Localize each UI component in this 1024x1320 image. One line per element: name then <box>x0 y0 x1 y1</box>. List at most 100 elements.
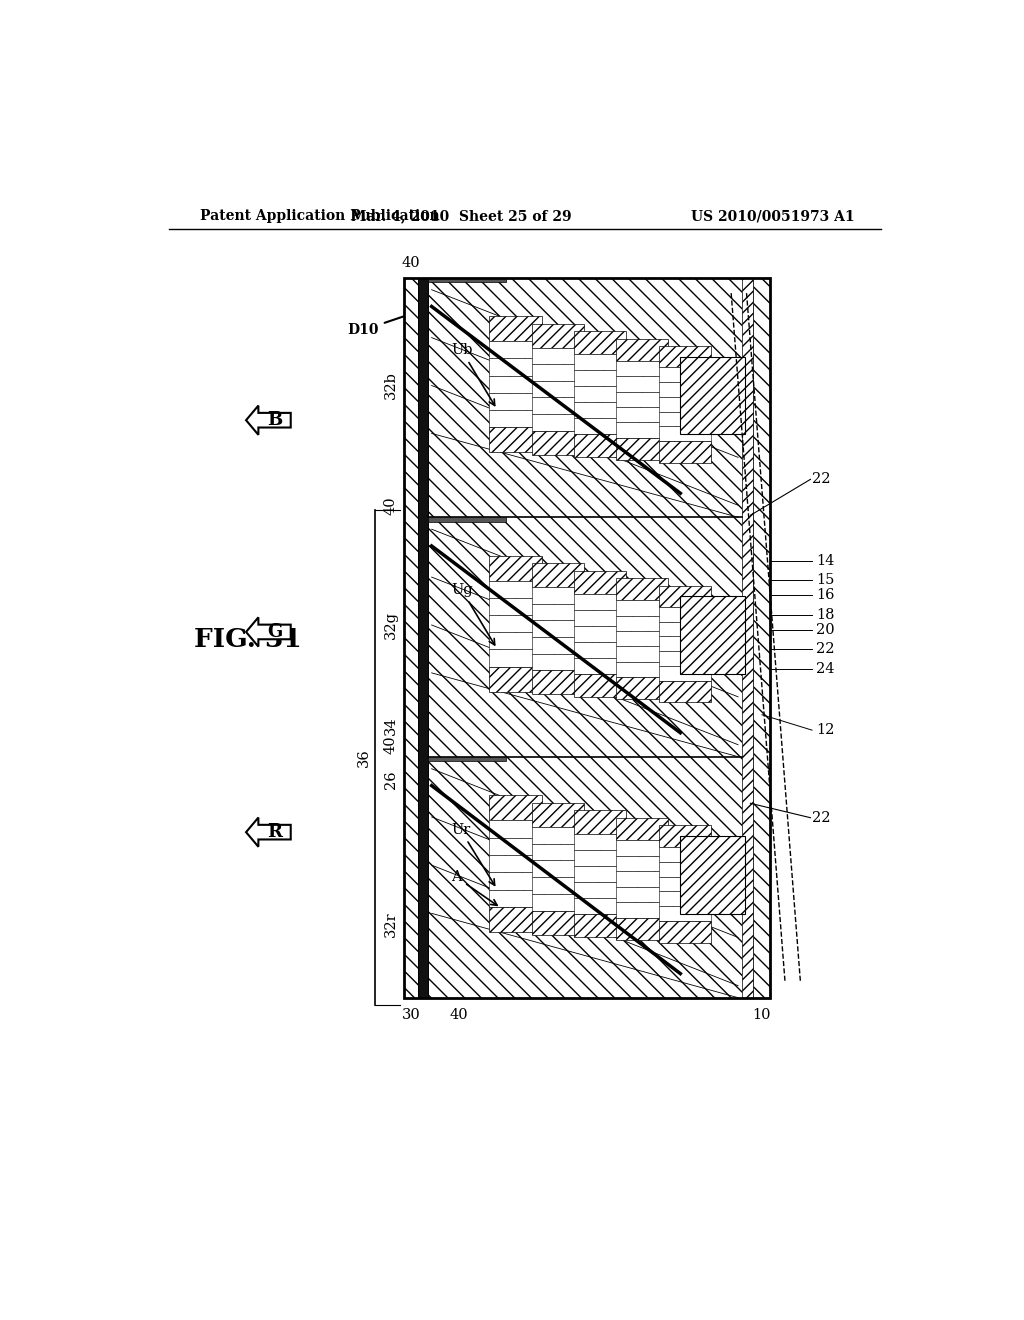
Polygon shape <box>246 817 291 847</box>
Polygon shape <box>246 405 291 434</box>
Text: 18: 18 <box>816 607 835 622</box>
Text: 40: 40 <box>384 735 397 755</box>
Bar <box>489 428 542 453</box>
Text: 22: 22 <box>812 473 830 486</box>
Bar <box>489 315 542 341</box>
Text: FIG. 31: FIG. 31 <box>194 627 301 652</box>
Bar <box>531 894 584 911</box>
Text: US 2010/0051973 A1: US 2010/0051973 A1 <box>691 209 854 223</box>
Bar <box>616 338 669 360</box>
Bar <box>531 861 584 878</box>
Text: 34: 34 <box>384 717 397 735</box>
Bar <box>428 277 506 282</box>
Text: B: B <box>267 412 283 429</box>
Bar <box>531 587 584 603</box>
Bar <box>573 915 626 937</box>
Bar <box>489 907 542 932</box>
Bar <box>531 803 584 828</box>
Text: 40: 40 <box>450 1008 468 1023</box>
Bar <box>658 622 711 636</box>
Text: R: R <box>267 824 282 841</box>
Bar <box>489 855 542 873</box>
Bar <box>489 821 542 838</box>
Bar <box>418 277 428 998</box>
Bar <box>616 661 669 677</box>
Bar <box>531 843 584 861</box>
Bar <box>616 917 669 940</box>
Bar <box>531 653 584 671</box>
Bar <box>742 277 753 998</box>
Bar <box>573 834 626 850</box>
Bar <box>658 847 711 862</box>
Bar <box>658 636 711 651</box>
Bar <box>531 878 584 894</box>
Bar <box>428 756 506 762</box>
Bar <box>531 620 584 638</box>
Bar <box>658 607 711 622</box>
Bar <box>616 631 669 647</box>
Bar <box>616 818 669 841</box>
Bar <box>573 387 626 403</box>
Bar <box>616 902 669 917</box>
Bar <box>658 367 711 383</box>
Bar <box>531 828 584 843</box>
Text: Mar. 4, 2010  Sheet 25 of 29: Mar. 4, 2010 Sheet 25 of 29 <box>351 209 572 223</box>
Bar <box>489 632 542 649</box>
Text: 15: 15 <box>816 573 835 587</box>
Bar <box>489 890 542 907</box>
Bar <box>489 615 542 632</box>
Bar <box>573 354 626 370</box>
Bar <box>616 392 669 407</box>
Bar <box>573 882 626 898</box>
Bar <box>658 346 711 367</box>
Text: 20: 20 <box>816 623 835 638</box>
Bar <box>489 838 542 855</box>
Text: Ug: Ug <box>451 583 495 645</box>
Text: 16: 16 <box>816 589 835 602</box>
Bar <box>616 887 669 902</box>
Bar <box>489 598 542 615</box>
Bar <box>573 370 626 387</box>
Bar <box>531 430 584 455</box>
Bar <box>489 649 542 667</box>
Bar <box>573 626 626 642</box>
Bar <box>616 601 669 615</box>
Bar <box>573 418 626 434</box>
Bar <box>658 862 711 876</box>
Bar <box>573 673 626 697</box>
Bar <box>531 347 584 364</box>
Bar <box>428 517 506 521</box>
Bar <box>489 341 542 358</box>
Bar <box>573 403 626 418</box>
Bar <box>658 651 711 665</box>
Bar <box>531 671 584 694</box>
Bar <box>658 412 711 426</box>
Bar <box>489 375 542 393</box>
Bar <box>616 871 669 887</box>
Bar <box>658 441 711 462</box>
Bar <box>489 393 542 411</box>
Bar <box>531 911 584 935</box>
Polygon shape <box>246 618 291 647</box>
Bar <box>403 277 418 998</box>
Text: 24: 24 <box>816 661 835 676</box>
Bar <box>658 586 711 607</box>
Bar <box>616 615 669 631</box>
Bar <box>531 603 584 620</box>
Bar <box>531 397 584 414</box>
Bar <box>658 907 711 921</box>
Bar <box>573 850 626 866</box>
Bar <box>531 638 584 653</box>
Bar <box>489 667 542 692</box>
Bar <box>428 277 742 998</box>
Bar <box>616 677 669 700</box>
Bar <box>658 383 711 397</box>
Bar <box>616 841 669 855</box>
Bar <box>531 564 584 587</box>
Bar <box>489 581 542 598</box>
Bar <box>658 891 711 907</box>
Text: 40: 40 <box>401 256 420 271</box>
Bar <box>489 358 542 375</box>
Text: 12: 12 <box>816 723 835 737</box>
Bar <box>573 434 626 458</box>
